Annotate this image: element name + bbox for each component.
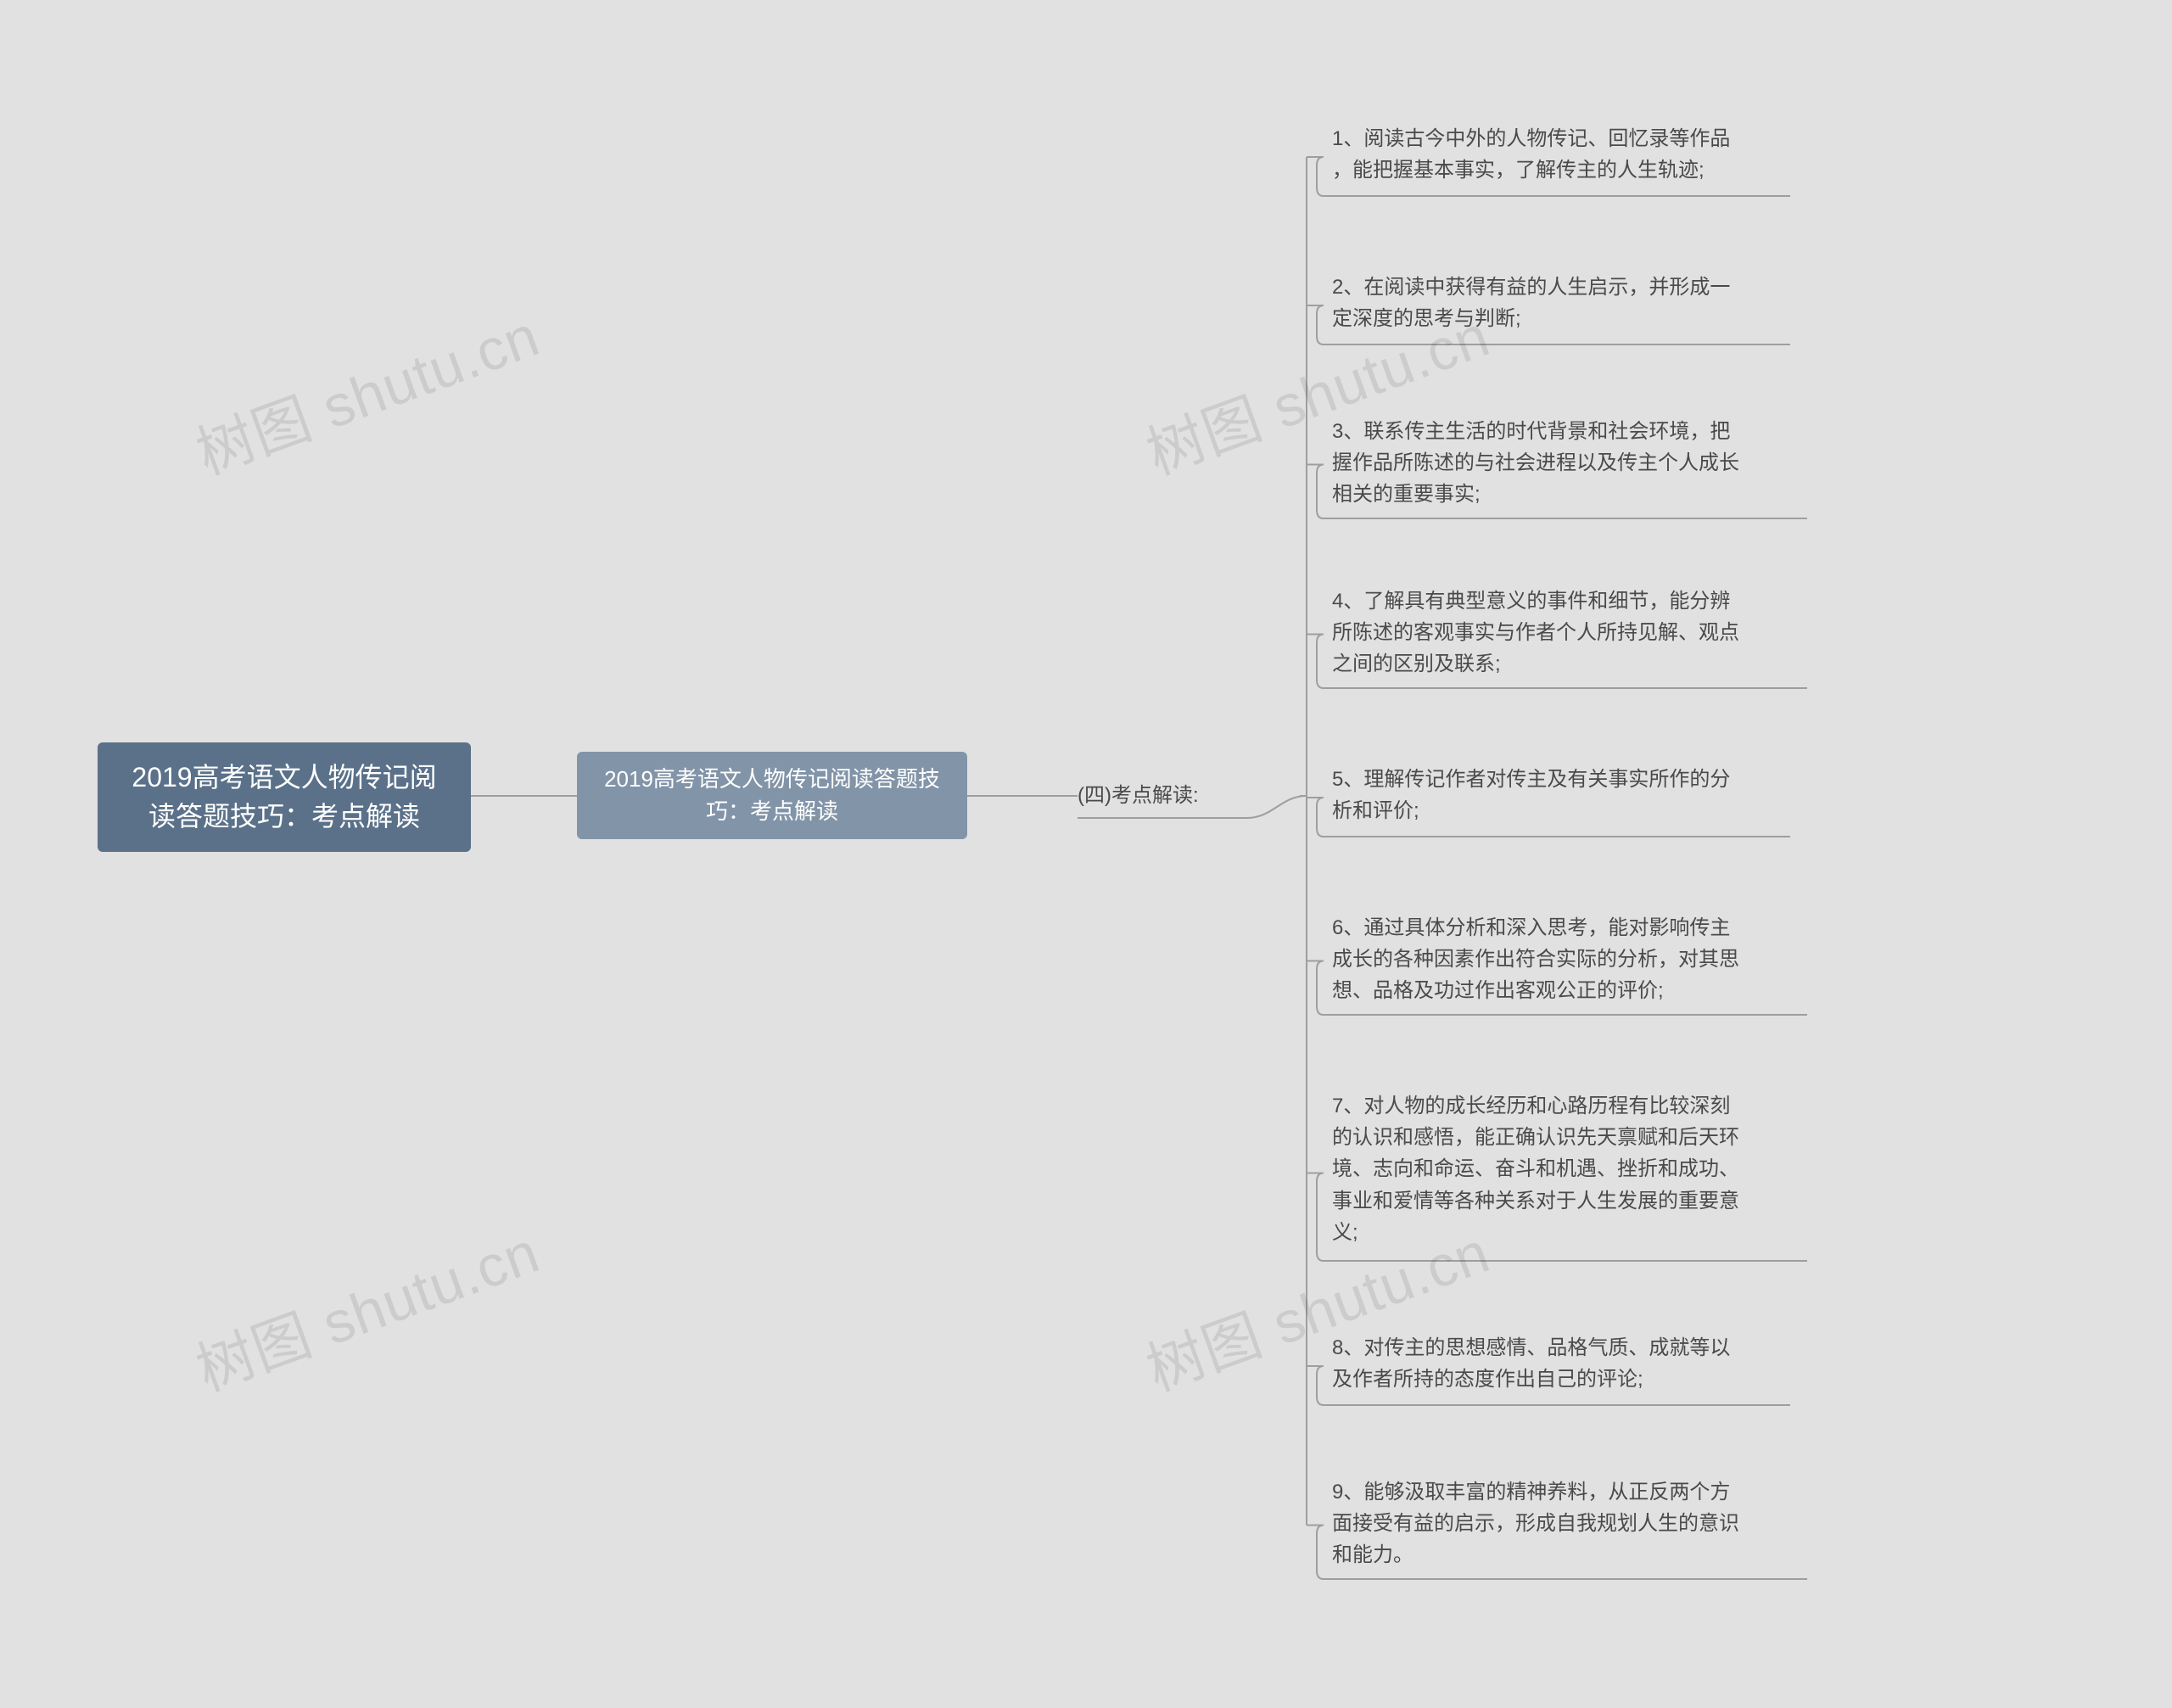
section-label: (四)考点解读: — [1078, 779, 1222, 813]
leaf-node: 4、了解具有典型意义的事件和细节，能分辨 所陈述的客观事实与作者个人所持见解、观… — [1332, 585, 1807, 683]
leaf-text: 4、了解具有典型意义的事件和细节，能分辨 所陈述的客观事实与作者个人所持见解、观… — [1332, 585, 1739, 680]
leaf-node: 3、联系传主生活的时代背景和社会环境，把 握作品所陈述的与社会进程以及传主个人成… — [1332, 416, 1807, 513]
leaf-node: 1、阅读古今中外的人物传记、回忆录等作品 ，能把握基本事实，了解传主的人生轨迹; — [1332, 123, 1790, 191]
leaf-text: 8、对传主的思想感情、品格气质、成就等以 及作者所持的态度作出自己的评论; — [1332, 1332, 1730, 1395]
leaf-node: 7、对人物的成长经历和心路历程有比较深刻 的认识和感悟，能正确认识先天禀赋和后天… — [1332, 1090, 1807, 1256]
connector-layer — [0, 0, 2172, 1708]
leaf-text: 5、理解传记作者对传主及有关事实所作的分 析和评价; — [1332, 764, 1730, 826]
watermark: 树图 shutu.cn — [183, 289, 549, 491]
sub-text: 2019高考语文人物传记阅读答题技 巧：考点解读 — [604, 764, 940, 827]
leaf-node: 6、通过具体分析和深入思考，能对影响传主 成长的各种因素作出符合实际的分析，对其… — [1332, 912, 1807, 1010]
leaf-node: 8、对传主的思想感情、品格气质、成就等以 及作者所持的态度作出自己的评论; — [1332, 1332, 1790, 1400]
leaf-node: 2、在阅读中获得有益的人生启示，并形成一 定深度的思考与判断; — [1332, 272, 1790, 339]
leaf-text: 2、在阅读中获得有益的人生启示，并形成一 定深度的思考与判断; — [1332, 272, 1730, 334]
leaf-node: 9、能够汲取丰富的精神养料，从正反两个方 面接受有益的启示，形成自我规划人生的意… — [1332, 1476, 1807, 1574]
leaf-text: 9、能够汲取丰富的精神养料，从正反两个方 面接受有益的启示，形成自我规划人生的意… — [1332, 1476, 1739, 1571]
leaf-text: 1、阅读古今中外的人物传记、回忆录等作品 ，能把握基本事实，了解传主的人生轨迹; — [1332, 123, 1730, 186]
leaf-node: 5、理解传记作者对传主及有关事实所作的分 析和评价; — [1332, 764, 1790, 832]
leaf-text: 3、联系传主生活的时代背景和社会环境，把 握作品所陈述的与社会进程以及传主个人成… — [1332, 416, 1739, 511]
root-text: 2019高考语文人物传记阅 读答题技巧：考点解读 — [132, 758, 436, 837]
mindmap-canvas: 树图 shutu.cn 树图 shutu.cn 树图 shutu.cn 树图 s… — [0, 0, 2172, 1708]
sub-node: 2019高考语文人物传记阅读答题技 巧：考点解读 — [577, 752, 967, 839]
leaf-text: 6、通过具体分析和深入思考，能对影响传主 成长的各种因素作出符合实际的分析，对其… — [1332, 912, 1739, 1007]
watermark: 树图 shutu.cn — [183, 1206, 549, 1408]
leaf-text: 7、对人物的成长经历和心路历程有比较深刻 的认识和感悟，能正确认识先天禀赋和后天… — [1332, 1090, 1739, 1248]
root-node: 2019高考语文人物传记阅 读答题技巧：考点解读 — [98, 742, 471, 852]
label-text: (四)考点解读: — [1078, 781, 1199, 811]
